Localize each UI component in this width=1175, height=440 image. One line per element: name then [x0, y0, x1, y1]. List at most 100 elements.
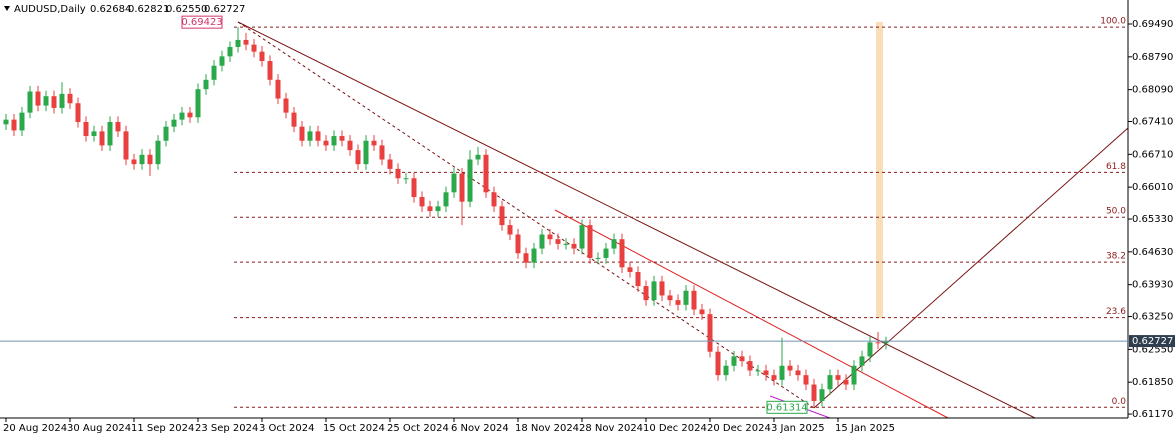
candle-body [35, 91, 41, 106]
candle-body [435, 206, 441, 212]
candle-body [203, 79, 209, 90]
candle-body [787, 365, 793, 371]
fib-label: 23.6 [1106, 307, 1126, 317]
candle-body [395, 168, 401, 179]
candle-body [91, 131, 97, 137]
y-tick-label: 0.64630 [1132, 247, 1173, 258]
candle-body [363, 140, 369, 165]
candle-body [115, 121, 121, 132]
candle-body [475, 154, 481, 160]
x-tick-label: 23 Sep 2024 [195, 423, 258, 434]
x-tick-label: 20 Aug 2024 [3, 423, 67, 434]
menu-icon[interactable] [4, 6, 10, 11]
price-label: 0.61314 [766, 402, 807, 413]
candle-body [147, 154, 153, 165]
price-label-box [766, 400, 808, 414]
ohlc-low: 0.62550 [166, 4, 207, 15]
fib-label: 38.2 [1106, 252, 1126, 262]
x-tick-label: 20 Dec 2024 [707, 423, 771, 434]
candle-body [579, 225, 585, 249]
candle-body [595, 257, 601, 259]
candle-body [155, 140, 161, 165]
candle-body [11, 119, 17, 131]
x-tick-label: 10 Dec 2024 [643, 423, 707, 434]
last-price-tag [1129, 335, 1175, 348]
x-tick-label: 15 Jan 2025 [835, 423, 895, 434]
y-tick-label: 0.65330 [1132, 214, 1173, 225]
candle-body [171, 119, 177, 127]
candle-body [491, 192, 497, 207]
candle-body [259, 51, 265, 62]
candle-body [227, 46, 233, 57]
candle-body [75, 103, 81, 122]
candle-body [523, 253, 529, 263]
fib-label: 0.0 [1112, 397, 1127, 407]
candle-body [387, 159, 393, 169]
candle-body [515, 234, 521, 254]
y-tick-label: 0.62550 [1132, 344, 1173, 355]
y-tick-label: 0.61170 [1132, 409, 1173, 420]
x-tick-label: 30 Aug 2024 [67, 423, 131, 434]
candle-body [299, 126, 305, 141]
candle-body [715, 351, 721, 376]
candle-body [411, 178, 417, 197]
candle-body [835, 375, 841, 380]
x-tick-label: 15 Oct 2024 [323, 423, 385, 434]
candle-body [243, 39, 249, 45]
price-label-box [181, 15, 223, 29]
trend-line [237, 21, 815, 409]
y-tick-label: 0.68090 [1132, 85, 1173, 96]
candle-body [851, 365, 857, 385]
candle-body [67, 93, 73, 104]
candle-body [803, 375, 809, 385]
price-label: 0.69423 [181, 17, 222, 28]
candle-body [707, 314, 713, 352]
candle-body [139, 154, 145, 165]
candle-body [43, 96, 49, 106]
candle-body [643, 286, 649, 301]
candle-body [587, 225, 593, 258]
candle-body [747, 361, 753, 371]
candle-body [235, 39, 241, 47]
x-tick-label: 3 Jan 2025 [771, 423, 825, 434]
candle-body [827, 375, 833, 390]
candle-body [795, 370, 801, 376]
candle-body [315, 131, 321, 141]
candle-body [875, 342, 881, 344]
last-price-label: 0.62727 [1132, 336, 1173, 347]
candle-body [603, 248, 609, 258]
x-tick-label: 18 Nov 2024 [515, 423, 579, 434]
y-tick-label: 0.63930 [1132, 280, 1173, 291]
candle-body [19, 112, 25, 131]
x-tick-label: 25 Oct 2024 [387, 423, 449, 434]
trend-line [813, 127, 1129, 409]
x-tick-label: 6 Nov 2024 [451, 423, 509, 434]
candle-body [187, 112, 193, 118]
x-tick-label: 11 Sep 2024 [131, 423, 194, 434]
candle-body [771, 375, 777, 380]
candle-body [563, 243, 569, 245]
candle-body [195, 89, 201, 118]
candle-body [699, 309, 705, 315]
candle-body [571, 243, 577, 249]
candle-body [99, 131, 105, 146]
candle-body [659, 281, 665, 296]
candle-body [219, 56, 225, 66]
candle-body [867, 342, 873, 357]
candle-body [403, 178, 409, 180]
candle-body [3, 119, 9, 125]
candle-body [555, 239, 561, 244]
candle-body [843, 379, 849, 385]
candle-body [307, 131, 313, 141]
candle-body [451, 173, 457, 193]
candle-body [635, 272, 641, 287]
candle-body [675, 300, 681, 305]
plot-layer: 100.0 61.8 50.0 38.2 23.6 0.0 0.69423 0.61314 [3, 15, 1128, 414]
candle-body [507, 225, 513, 235]
candle-body [627, 267, 633, 273]
ohlc-open: 0.62684 [90, 4, 131, 15]
candle-body [499, 206, 505, 226]
